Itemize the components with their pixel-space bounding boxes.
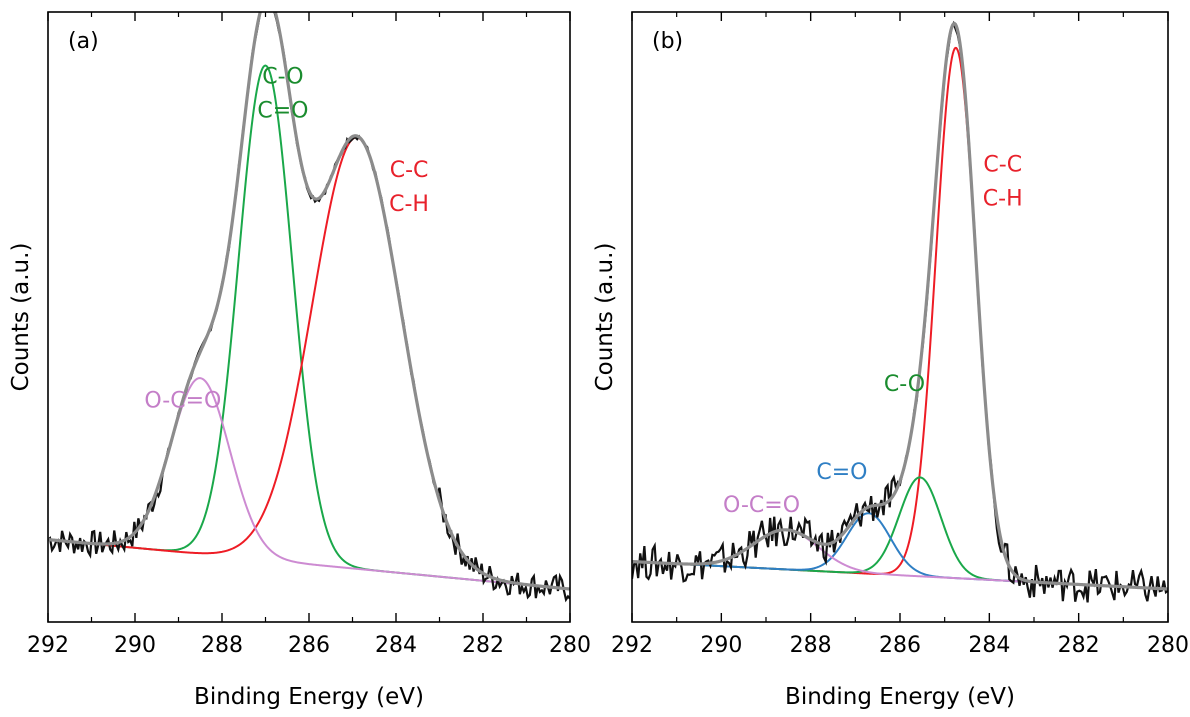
peak-annotation: C-C — [983, 152, 1022, 177]
panel-label: (a) — [68, 29, 99, 54]
x-tick-label: 288 — [790, 633, 832, 658]
fitted-envelope — [48, 12, 570, 591]
peak-annotation: C-C — [390, 158, 429, 183]
x-tick-label: 284 — [375, 633, 417, 658]
x-tick-label: 290 — [700, 633, 742, 658]
component-peak-1 — [48, 136, 570, 591]
x-axis-label: Binding Energy (eV) — [194, 684, 424, 710]
x-tick-label: 282 — [1058, 633, 1100, 658]
component-peak-2 — [632, 512, 1168, 591]
x-tick-label: 286 — [879, 633, 921, 658]
peak-annotation: C-H — [389, 192, 429, 217]
peak-annotation: O-C=O — [723, 493, 800, 518]
x-tick-label: 280 — [1147, 633, 1189, 658]
peak-annotation: O-C=O — [144, 389, 221, 414]
x-axis-label: Binding Energy (eV) — [785, 684, 1015, 710]
fitted-envelope — [632, 21, 1168, 591]
panel-b: 292 290 288 286 284 282 280 Binding Energy (eV)… — [592, 11, 1189, 710]
plot-area — [632, 20, 1168, 603]
panel-label: (b) — [652, 29, 683, 54]
x-tick-label: 284 — [968, 633, 1010, 658]
plot-frame — [631, 11, 1169, 623]
peak-annotation: C=O — [257, 98, 308, 123]
peak-annotation: C-H — [983, 186, 1023, 211]
x-tick-label: 292 — [611, 633, 653, 658]
x-tick-label: 286 — [288, 633, 330, 658]
x-tick-label: 282 — [462, 633, 504, 658]
x-tick-label: 292 — [27, 633, 69, 658]
y-axis-label: Counts (a.u.) — [8, 243, 34, 392]
component-peak-2 — [48, 377, 570, 591]
raw-spectrum — [48, 12, 570, 603]
plot-frame — [47, 11, 571, 623]
x-tick-label: 280 — [549, 633, 591, 658]
x-tick-label: 290 — [114, 633, 156, 658]
peak-annotation: C-O — [262, 64, 303, 89]
plot-area — [48, 12, 570, 603]
peak-annotation: C=O — [816, 460, 867, 485]
y-axis-label: Counts (a.u.) — [592, 243, 618, 392]
peak-annotation: C-O — [884, 372, 925, 397]
component-peak-0 — [632, 46, 1168, 591]
component-peak-1 — [632, 476, 1168, 591]
panel-a: 292 290 288 286 284 282 280 Binding Energy (eV)… — [8, 11, 591, 710]
x-tick-label: 288 — [201, 633, 243, 658]
